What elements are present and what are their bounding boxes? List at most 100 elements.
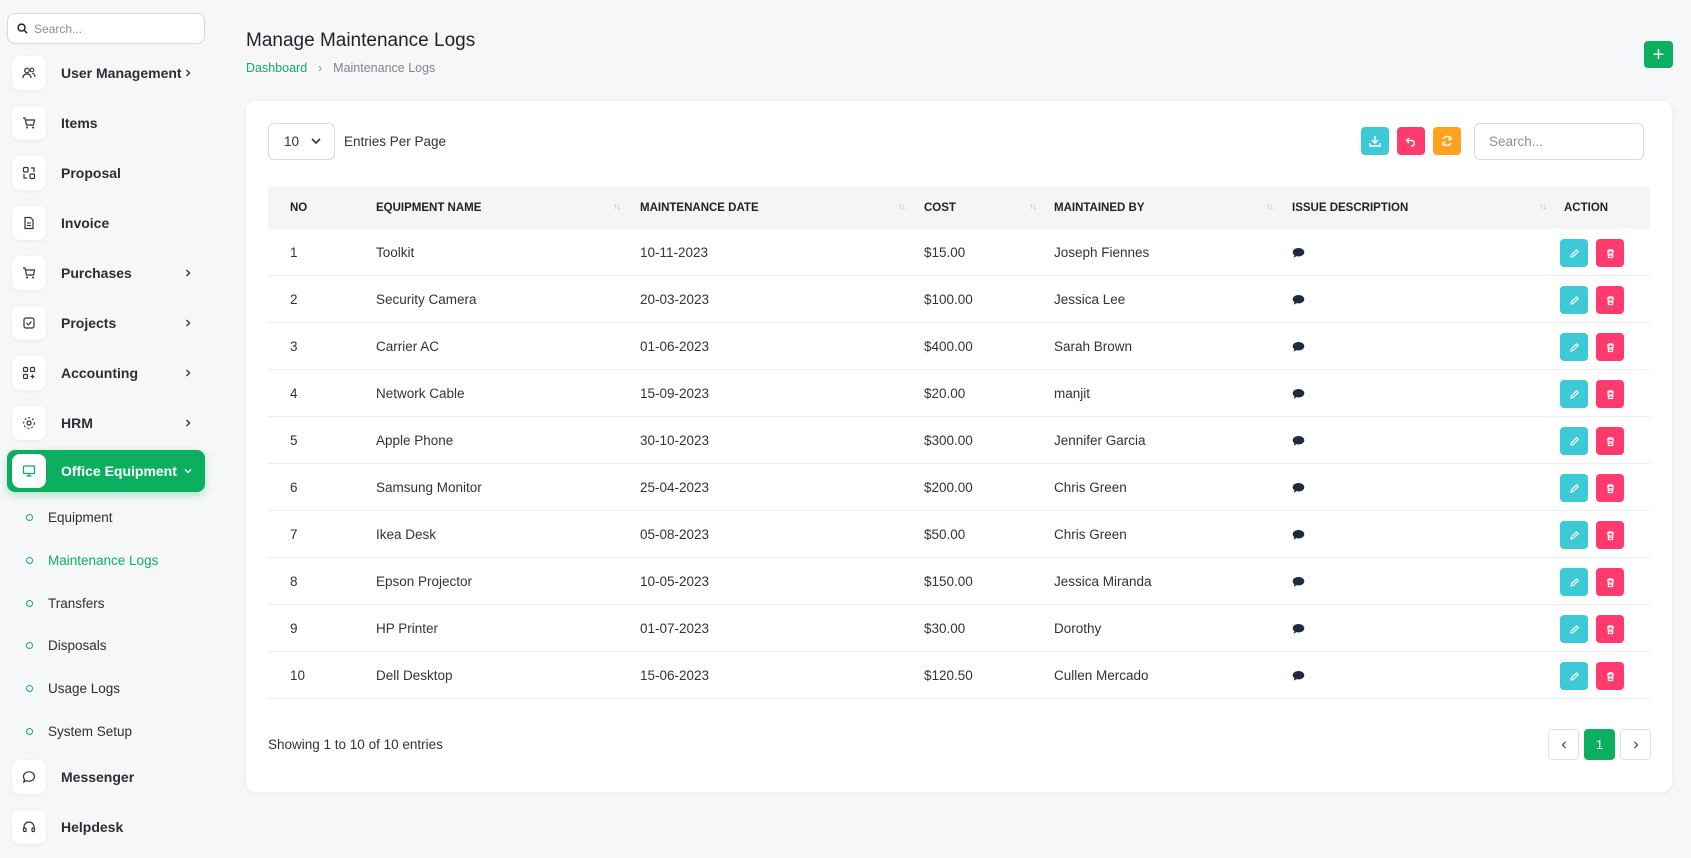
edit-button[interactable] — [1560, 662, 1588, 690]
delete-button[interactable] — [1596, 239, 1624, 267]
pencil-icon — [1569, 248, 1579, 258]
chevron-down-icon — [311, 138, 321, 145]
edit-button[interactable] — [1560, 333, 1588, 361]
sidebar-subitem-transfers[interactable]: Transfers — [26, 593, 105, 613]
undo-icon — [1405, 137, 1415, 147]
cell-cost: $200.00 — [924, 480, 973, 495]
comment-icon[interactable] — [1292, 605, 1305, 652]
sidebar-item-purchases[interactable]: Purchases — [7, 252, 205, 294]
sidebar-subitem-equipment[interactable]: Equipment — [26, 507, 113, 527]
sidebar-item-accounting[interactable]: Accounting — [7, 352, 205, 394]
cell-maintained-by: Cullen Mercado — [1054, 668, 1149, 683]
comment-icon[interactable] — [1292, 417, 1305, 464]
comment-icon[interactable] — [1292, 652, 1305, 699]
comment-icon[interactable] — [1292, 558, 1305, 605]
sort-icon[interactable]: ↑↓ — [1266, 201, 1274, 211]
delete-button[interactable] — [1596, 568, 1624, 596]
delete-button[interactable] — [1596, 333, 1624, 361]
maintenance-table: NO EQUIPMENT NAME ↑↓ MAINTENANCE DATE ↑↓… — [268, 187, 1650, 699]
cell-no: 7 — [290, 527, 298, 542]
delete-button[interactable] — [1596, 286, 1624, 314]
pencil-icon — [1569, 483, 1579, 493]
bullet-icon — [26, 556, 33, 564]
prev-page-button[interactable] — [1548, 729, 1579, 760]
col-equipment-name[interactable]: EQUIPMENT NAME — [376, 202, 482, 214]
comment-icon[interactable] — [1292, 276, 1305, 323]
sidebar-item-office-equipment[interactable]: Office Equipment — [7, 450, 205, 492]
chevron-right-icon — [183, 315, 193, 331]
sidebar-item-user-management[interactable]: User Management — [7, 52, 205, 94]
comment-icon[interactable] — [1292, 511, 1305, 558]
col-issue-description[interactable]: ISSUE DESCRIPTION — [1292, 202, 1409, 214]
delete-button[interactable] — [1596, 615, 1624, 643]
table-row: 2 Security Camera 20-03-2023 $100.00 Jessica… — [268, 276, 1650, 323]
delete-button[interactable] — [1596, 474, 1624, 502]
pencil-icon — [1569, 342, 1579, 352]
sidebar-subitem-maintenance-logs[interactable]: Maintenance Logs — [26, 550, 158, 570]
cart-icon — [12, 106, 46, 140]
sidebar-item-messenger[interactable]: Messenger — [7, 756, 205, 798]
delete-button[interactable] — [1596, 380, 1624, 408]
edit-button[interactable] — [1560, 239, 1588, 267]
edit-button[interactable] — [1560, 474, 1588, 502]
sidebar-item-helpdesk[interactable]: Helpdesk — [7, 806, 205, 848]
cell-maintained-by: Sarah Brown — [1054, 339, 1133, 354]
sidebar-subitem-disposals[interactable]: Disposals — [26, 635, 107, 655]
page-1-button[interactable]: 1 — [1584, 729, 1615, 760]
table-row: 3 Carrier AC 01-06-2023 $400.00 Sarah Brown — [268, 323, 1650, 370]
cell-cost: $50.00 — [924, 527, 966, 542]
edit-button[interactable] — [1560, 286, 1588, 314]
reset-button[interactable] — [1397, 127, 1425, 155]
bullet-icon — [26, 641, 33, 649]
sidebar-item-proposal[interactable]: Proposal — [7, 152, 205, 194]
sidebar-subitem-label: Disposals — [48, 637, 107, 653]
entries-per-page-select[interactable]: 10 — [268, 123, 335, 160]
table-row: 7 Ikea Desk 05-08-2023 $50.00 Chris Green — [268, 511, 1650, 558]
sidebar-item-projects[interactable]: Projects — [7, 302, 205, 344]
sort-icon[interactable]: ↑↓ — [613, 201, 621, 211]
delete-button[interactable] — [1596, 662, 1624, 690]
comment-icon[interactable] — [1292, 370, 1305, 417]
grid-plus-icon — [12, 356, 46, 390]
cell-maintained-by: Jennifer Garcia — [1054, 433, 1146, 448]
breadcrumb-dashboard[interactable]: Dashboard — [246, 61, 308, 75]
sidebar-item-invoice[interactable]: Invoice — [7, 202, 205, 244]
pencil-icon — [1569, 577, 1579, 587]
cell-equipment-name: Epson Projector — [376, 574, 473, 589]
sidebar-item-items[interactable]: Items — [7, 102, 205, 144]
edit-button[interactable] — [1560, 521, 1588, 549]
sidebar-item-label: Accounting — [61, 365, 138, 381]
table-row: 8 Epson Projector 10-05-2023 $150.00 Jessica… — [268, 558, 1650, 605]
edit-button[interactable] — [1560, 615, 1588, 643]
delete-button[interactable] — [1596, 521, 1624, 549]
sidebar-item-hrm[interactable]: HRM — [7, 402, 205, 444]
col-maintenance-date[interactable]: MAINTENANCE DATE — [640, 202, 759, 214]
edit-button[interactable] — [1560, 380, 1588, 408]
pencil-icon — [1569, 436, 1579, 446]
sort-icon[interactable]: ↑↓ — [1029, 201, 1037, 211]
sort-icon[interactable]: ↑↓ — [1539, 201, 1547, 211]
add-button[interactable]: + — [1644, 41, 1673, 68]
comment-icon[interactable] — [1292, 229, 1305, 276]
bullet-icon — [26, 513, 33, 521]
sidebar-subitem-usage-logs[interactable]: Usage Logs — [26, 678, 120, 698]
col-no[interactable]: NO — [290, 202, 308, 214]
delete-button[interactable] — [1596, 427, 1624, 455]
col-cost[interactable]: COST — [924, 202, 956, 214]
comment-icon[interactable] — [1292, 323, 1305, 370]
bullet-icon — [26, 727, 33, 735]
next-page-button[interactable] — [1620, 729, 1651, 760]
edit-button[interactable] — [1560, 427, 1588, 455]
refresh-button[interactable] — [1433, 127, 1461, 155]
table-search-input[interactable] — [1474, 123, 1644, 160]
table-row: 4 Network Cable 15-09-2023 $20.00 manjit — [268, 370, 1650, 417]
invoice-icon — [12, 206, 46, 240]
sidebar-subitem-system-setup[interactable]: System Setup — [26, 721, 132, 741]
col-maintained-by[interactable]: MAINTAINED BY — [1054, 202, 1145, 214]
comment-icon[interactable] — [1292, 464, 1305, 511]
edit-button[interactable] — [1560, 568, 1588, 596]
cell-maintained-by: Joseph Fiennes — [1054, 245, 1150, 260]
sort-icon[interactable]: ↑↓ — [898, 201, 906, 211]
export-button[interactable] — [1361, 127, 1389, 155]
sidebar-search[interactable]: Search... — [7, 13, 205, 44]
